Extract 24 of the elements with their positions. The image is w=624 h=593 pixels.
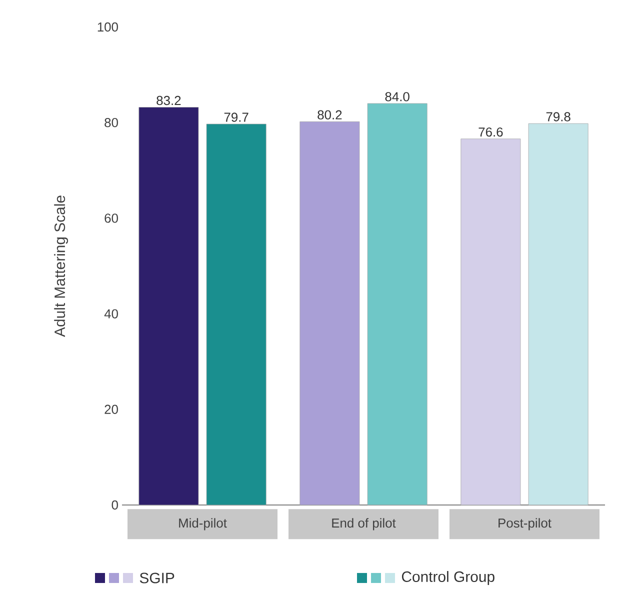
legend-label: Control Group [402,571,494,585]
x-tick-label: Mid-pilot [179,518,227,530]
y-axis-title: Adult Mattering Scale [54,196,68,337]
x-tick-label: Post-pilot [498,518,552,530]
bar [300,121,360,506]
data-label: 79.7 [224,112,248,122]
y-tick-label: 0 [112,500,118,510]
bar [460,138,521,506]
y-tick-label: 60 [104,214,118,223]
bar [138,107,199,506]
x-tick-label: End of pilot [332,518,396,530]
y-tick-label: 80 [104,118,118,128]
data-label: 80.2 [318,110,342,120]
data-label: 79.8 [546,112,570,122]
data-label: 83.2 [156,96,181,106]
legend-label: SGIP [140,572,174,584]
y-tick-label: 20 [104,404,118,414]
data-label: 76.6 [478,127,503,137]
y-tick-label: 100 [98,22,118,32]
data-label: 84.0 [385,92,410,102]
bar [206,124,266,506]
bar [367,103,428,506]
y-tick-label: 40 [104,309,118,318]
bar [528,123,588,506]
